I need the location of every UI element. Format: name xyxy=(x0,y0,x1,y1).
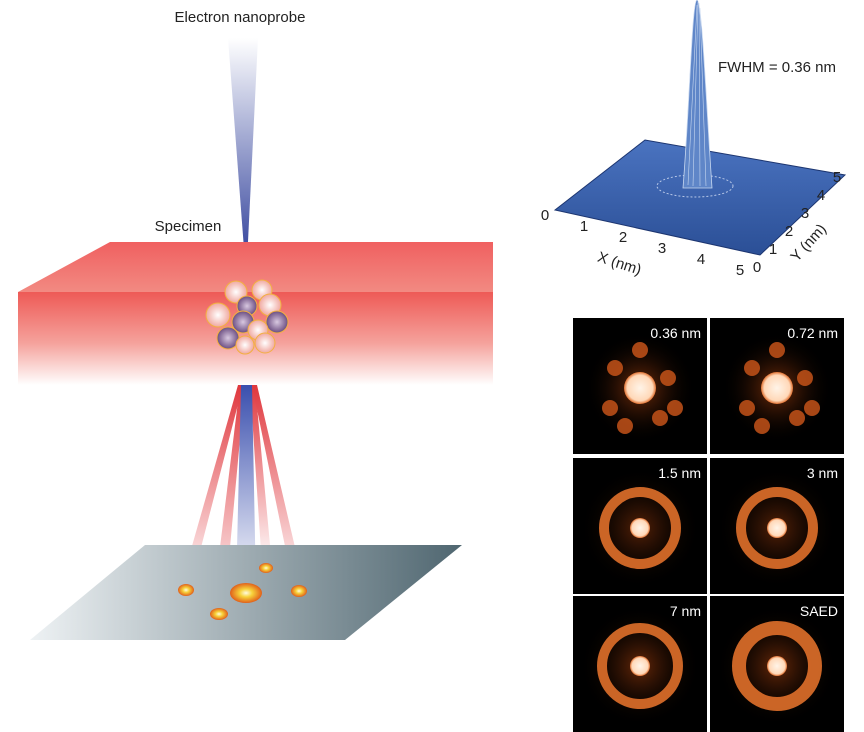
y-tick-label: 3 xyxy=(801,205,809,222)
ring xyxy=(736,487,818,569)
panel: 3 nm xyxy=(710,458,844,594)
speckle xyxy=(804,400,820,416)
specimen-top xyxy=(18,242,493,292)
surface xyxy=(553,139,847,256)
ring xyxy=(732,621,822,711)
panel-label: SAED xyxy=(800,603,838,619)
x-tick-label: 4 xyxy=(697,251,705,268)
central-spot xyxy=(624,372,656,404)
y-axis-label: Y (nm) xyxy=(787,221,830,266)
electron-beam xyxy=(228,38,258,262)
panel-label: 0.72 nm xyxy=(787,325,838,341)
central-spot xyxy=(767,518,787,538)
x-tick-label: 3 xyxy=(658,240,666,257)
specimen-label: Specimen xyxy=(155,218,222,235)
speckle xyxy=(667,400,683,416)
x-tick-label: 2 xyxy=(619,229,627,246)
panel: SAED xyxy=(710,596,844,732)
central-spot xyxy=(630,518,650,538)
panel-label: 0.36 nm xyxy=(650,325,701,341)
panel: 1.5 nm xyxy=(573,458,707,594)
speckle xyxy=(617,418,633,434)
speckle xyxy=(789,410,805,426)
speckle xyxy=(607,360,623,376)
panel-label: 3 nm xyxy=(807,465,838,481)
speckle xyxy=(739,400,755,416)
speckle xyxy=(797,370,813,386)
panel-label: 1.5 nm xyxy=(658,465,701,481)
speckle xyxy=(632,342,648,358)
ring xyxy=(599,487,681,569)
panel: 7 nm xyxy=(573,596,707,732)
speckle xyxy=(754,418,770,434)
central-spot xyxy=(767,656,787,676)
probe-label: Electron nanoprobe xyxy=(175,9,306,26)
x-axis-label: X (nm) xyxy=(595,249,643,279)
x-tick-label: 1 xyxy=(580,218,588,235)
y-tick-label: 2 xyxy=(785,223,793,240)
speckle xyxy=(744,360,760,376)
panel: 0.36 nm xyxy=(573,318,707,454)
panel: 0.72 nm xyxy=(710,318,844,454)
speckle xyxy=(660,370,676,386)
panel-label: 7 nm xyxy=(670,603,701,619)
y-tick-label: 0 xyxy=(753,259,761,276)
x-tick-label: 0 xyxy=(541,207,549,224)
diffraction-panels: 0.36 nm 0.72 nm 1.5 nm 3 nm 7 nm SAED xyxy=(573,318,844,732)
ring xyxy=(597,623,683,709)
central-spot xyxy=(761,372,793,404)
speckle xyxy=(769,342,785,358)
speckle xyxy=(602,400,618,416)
fwhm-label: FWHM = 0.36 nm xyxy=(718,59,836,76)
atom-cluster xyxy=(205,279,289,355)
y-tick-label: 4 xyxy=(817,187,825,204)
diffraction-spots xyxy=(178,563,307,620)
central-spot xyxy=(630,656,650,676)
y-tick-label: 1 xyxy=(769,241,777,258)
speckle xyxy=(652,410,668,426)
y-tick-label: 5 xyxy=(833,169,841,186)
x-tick-label: 5 xyxy=(736,262,744,279)
